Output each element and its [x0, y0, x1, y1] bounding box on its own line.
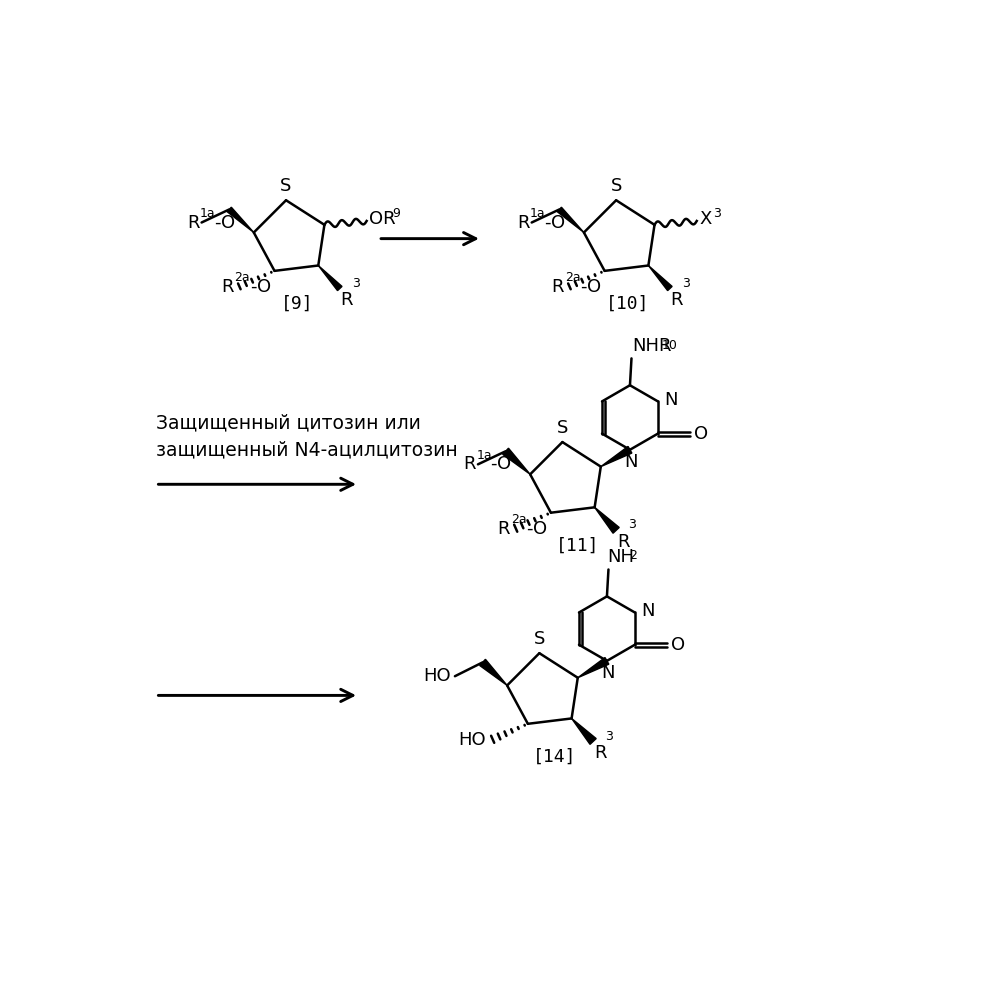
Polygon shape: [572, 719, 596, 745]
Text: -O: -O: [544, 213, 565, 231]
Text: 2a: 2a: [511, 513, 527, 526]
Text: R: R: [517, 213, 529, 231]
Text: NHR: NHR: [632, 337, 672, 355]
Text: 3: 3: [713, 206, 721, 219]
Text: защищенный N4-ацилцитозин: защищенный N4-ацилцитозин: [156, 441, 457, 460]
Text: O: O: [671, 636, 685, 654]
Text: 2: 2: [629, 549, 637, 562]
Text: 2a: 2a: [565, 271, 580, 284]
Text: 1a: 1a: [530, 206, 546, 219]
Polygon shape: [648, 265, 672, 291]
Text: -O: -O: [214, 213, 235, 231]
Text: O: O: [694, 425, 708, 443]
Text: R: R: [221, 278, 234, 296]
Text: N: N: [625, 453, 638, 471]
Text: N: N: [602, 664, 615, 682]
Text: N: N: [664, 391, 678, 409]
Text: R: R: [187, 213, 199, 231]
Text: -O: -O: [490, 456, 511, 474]
Text: HO: HO: [423, 667, 451, 685]
Text: S: S: [280, 176, 292, 194]
Text: R: R: [617, 532, 629, 550]
Text: R: R: [498, 519, 510, 537]
Polygon shape: [557, 207, 584, 232]
Text: 1a: 1a: [476, 449, 492, 462]
Text: 9: 9: [392, 206, 400, 219]
Polygon shape: [227, 207, 254, 232]
Text: 3: 3: [352, 276, 360, 290]
Text: S: S: [534, 630, 545, 648]
Polygon shape: [503, 449, 530, 475]
Text: -O: -O: [580, 278, 601, 296]
Text: [11]: [11]: [556, 536, 600, 554]
Text: S: S: [557, 419, 568, 437]
Text: 3: 3: [628, 518, 636, 531]
Text: 3: 3: [605, 730, 613, 743]
Text: 2a: 2a: [235, 271, 250, 284]
Text: HO: HO: [458, 731, 486, 749]
Text: R: R: [671, 291, 683, 309]
Text: NH: NH: [608, 547, 635, 565]
Text: [10]: [10]: [606, 295, 649, 313]
Text: -O: -O: [250, 278, 271, 296]
Text: S: S: [610, 176, 622, 194]
Polygon shape: [318, 265, 342, 291]
Text: R: R: [594, 744, 606, 762]
Text: 1a: 1a: [200, 206, 216, 219]
Text: N: N: [641, 602, 654, 620]
Text: 10: 10: [661, 339, 677, 352]
Text: R: R: [341, 291, 353, 309]
Text: R: R: [463, 456, 476, 474]
Text: OR: OR: [369, 210, 396, 228]
Text: 3: 3: [682, 276, 690, 290]
Text: R: R: [551, 278, 564, 296]
Text: X: X: [699, 210, 711, 228]
Text: -O: -O: [526, 519, 547, 537]
Polygon shape: [601, 447, 632, 467]
Text: Защищенный цитозин или: Защищенный цитозин или: [156, 414, 420, 433]
Polygon shape: [595, 507, 619, 533]
Text: [14]: [14]: [533, 748, 576, 766]
Polygon shape: [578, 658, 609, 678]
Polygon shape: [480, 659, 507, 685]
Text: [9]: [9]: [281, 295, 314, 313]
